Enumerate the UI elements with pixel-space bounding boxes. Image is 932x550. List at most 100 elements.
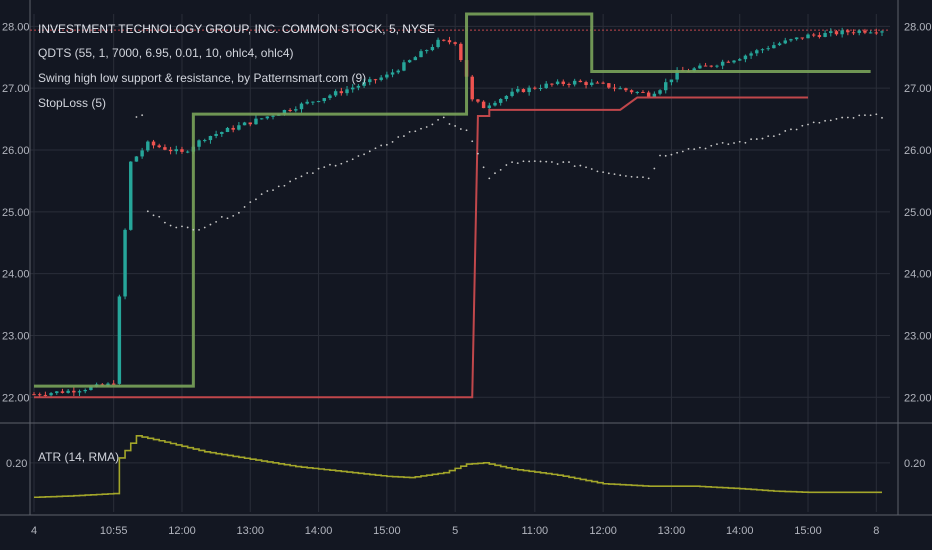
candle-body[interactable] [43,394,48,396]
candle-body[interactable] [294,109,298,111]
candle-body[interactable] [863,30,867,33]
candle-body[interactable] [339,91,344,94]
candle-body[interactable] [288,109,292,111]
candle-body[interactable] [533,87,537,89]
candle-body[interactable] [385,74,389,78]
candle-body[interactable] [328,95,332,99]
candle-body[interactable] [316,101,321,103]
candle-body[interactable] [242,122,247,126]
candle-body[interactable] [857,30,861,33]
candle-body[interactable] [550,83,554,85]
candle-body[interactable] [430,47,435,51]
atr-label[interactable]: ATR (14, RMA) [38,450,120,464]
candle-body[interactable] [322,98,326,102]
candle-body[interactable] [424,50,429,52]
candle-body[interactable] [231,127,235,130]
candle-body[interactable] [436,39,440,48]
candle-body[interactable] [766,48,770,50]
candle-body[interactable] [720,61,725,66]
candle-body[interactable] [259,118,264,120]
candle-body[interactable] [220,131,224,134]
candle-body[interactable] [333,91,338,96]
candle-body[interactable] [675,70,679,80]
candle-body[interactable] [203,140,207,142]
candle-body[interactable] [874,32,879,34]
candle-body[interactable] [83,389,87,392]
candle-body[interactable] [726,61,731,63]
candle-body[interactable] [32,394,36,396]
candle-body[interactable] [305,101,309,104]
candle-body[interactable] [37,394,42,396]
candle-body[interactable] [55,391,59,394]
candle-body[interactable] [248,122,252,125]
candle-body[interactable] [157,145,161,148]
candle-body[interactable] [356,85,361,88]
candle-body[interactable] [612,87,617,89]
candle-body[interactable] [163,147,167,150]
candle-body[interactable] [237,125,241,130]
candle-body[interactable] [481,101,486,109]
candle-body[interactable] [601,82,605,84]
candle-body[interactable] [516,89,520,92]
candle-body[interactable] [106,383,110,386]
candle-body[interactable] [350,87,355,90]
candle-body[interactable] [49,393,53,396]
candle-body[interactable] [60,391,65,393]
study-swing-label[interactable]: Swing high low support & resistance, by … [38,71,367,85]
candle-body[interactable] [168,149,173,152]
candle-body[interactable] [77,391,82,393]
candle-body[interactable] [487,105,492,109]
candle-body[interactable] [89,386,93,390]
candle-body[interactable] [117,296,122,384]
candle-body[interactable] [732,60,736,63]
candle-body[interactable] [396,70,400,73]
candle-body[interactable] [476,99,480,102]
candle-body[interactable] [664,82,668,91]
candle-body[interactable] [225,127,230,132]
candle-body[interactable] [151,141,156,146]
support-line[interactable] [34,96,809,399]
atr-line[interactable] [34,435,882,499]
candle-body[interactable] [709,65,713,67]
candle-body[interactable] [715,65,719,67]
candle-body[interactable] [595,82,600,84]
candle-body[interactable] [311,101,315,103]
candle-body[interactable] [760,49,765,51]
candle-body[interactable] [379,77,383,80]
candle-body[interactable] [140,150,144,157]
candle-body[interactable] [851,32,856,34]
candle-body[interactable] [806,34,810,39]
candle-body[interactable] [590,82,594,86]
candle-body[interactable] [368,79,372,83]
candle-body[interactable] [772,45,776,49]
candle-body[interactable] [504,95,509,99]
candle-body[interactable] [208,135,213,141]
candle-body[interactable] [442,39,446,41]
candle-body[interactable] [453,42,457,44]
candle-body[interactable] [703,65,708,67]
candle-body[interactable] [834,31,839,35]
candle-body[interactable] [271,115,275,117]
candle-body[interactable] [493,102,497,106]
candle-body[interactable] [299,103,304,110]
candle-body[interactable] [846,30,850,33]
candle-body[interactable] [840,30,844,35]
candle-body[interactable] [123,229,127,297]
candle-body[interactable] [129,161,133,230]
candle-body[interactable] [521,89,526,93]
candle-body[interactable] [800,37,805,39]
candle-body[interactable] [646,92,651,97]
candle-body[interactable] [868,32,873,34]
candle-body[interactable] [777,43,782,46]
candle-body[interactable] [618,88,622,90]
candle-body[interactable] [555,81,560,85]
candle-body[interactable] [402,62,406,71]
candle-body[interactable] [538,88,543,90]
candle-body[interactable] [749,53,753,56]
candle-body[interactable] [544,83,548,89]
candle-body[interactable] [265,116,270,119]
candle-body[interactable] [572,80,577,85]
candle-body[interactable] [146,141,150,151]
candle-body[interactable] [373,79,378,81]
